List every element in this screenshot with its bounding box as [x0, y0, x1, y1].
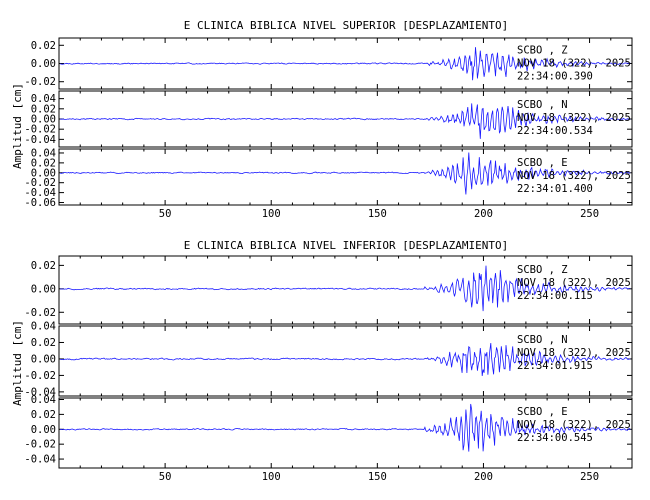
station-component: SCBO , Z: [517, 264, 568, 276]
y-tick-label: 0.02: [31, 103, 56, 115]
y-tick-label: 0.02: [31, 337, 56, 349]
y-tick-label: -0.04: [24, 134, 56, 146]
waveform-trace: [60, 265, 631, 312]
station-component: SCBO , E: [517, 157, 568, 169]
panel-inferior-n: 0.04 0.02 0.00 -0.02 -0.04 SCBO , N NOV 18 (…: [24, 321, 633, 398]
y-tick-label: -0.02: [24, 124, 56, 136]
y-tick-label: 0.00: [31, 114, 56, 126]
x-tick-label: 200: [474, 471, 493, 483]
chart-title-superior: E CLINICA BIBLICA NIVEL SUPERIOR [DESPLA…: [184, 19, 509, 32]
y-ticks: 0.04 0.02 0.00 -0.02 -0.04: [24, 394, 632, 466]
y-tick-label: -0.06: [24, 197, 56, 209]
x-ticks: 50 100 150 200 250: [159, 208, 599, 220]
waveform-trace: [59, 152, 631, 195]
event-time: 22:34:00.545: [517, 432, 593, 444]
event-date: NOV 18 (322), 2025: [517, 277, 631, 289]
waveform-trace: [59, 342, 631, 377]
x-tick-label: 150: [368, 471, 387, 483]
plot-frame: [58, 148, 633, 206]
y-tick-label: 0.00: [31, 424, 56, 436]
y-tick-label: 0.00: [31, 167, 56, 179]
group-inferior: E CLINICA BIBLICA NIVEL INFERIOR [DESPLA…: [11, 239, 633, 483]
y-tick-label: -0.02: [24, 177, 56, 189]
event-date: NOV 18 (322), 2025: [517, 57, 631, 69]
waveform-trace: [59, 403, 631, 452]
event-date: NOV 18 (322), 2025: [517, 170, 631, 182]
y-tick-label: 0.00: [31, 353, 56, 365]
waveform-trace: [60, 103, 631, 139]
y-tick-label: 0.02: [31, 260, 56, 272]
x-tick-label: 50: [159, 208, 172, 220]
event-date: NOV 18 (322), 2025: [517, 347, 631, 359]
x-tick-label: 100: [262, 208, 281, 220]
panel-superior-e: 0.040.020.00-0.02-0.04-0.06 SCBO , E NOV…: [24, 147, 633, 220]
y-tick-label: 0.02: [31, 409, 56, 421]
event-time: 22:34:01.400: [517, 183, 593, 195]
station-component: SCBO , E: [517, 406, 568, 418]
y-tick-label: -0.02: [24, 76, 56, 88]
x-tick-label: 250: [580, 471, 599, 483]
event-time: 22:34:00.390: [517, 70, 593, 82]
waveform-trace: [59, 47, 631, 81]
y-ticks: 0.02 0.00 -0.02: [24, 260, 632, 319]
x-tick-label: 100: [262, 471, 281, 483]
y-tick-label: 0.04: [31, 93, 56, 105]
y-ticks: 0.04 0.02 0.00 -0.02 -0.04: [24, 321, 632, 398]
event-date: NOV 18 (322), 2025: [517, 419, 631, 431]
y-tick-label: -0.02: [24, 439, 56, 451]
event-time: 22:34:01.915: [517, 360, 593, 372]
group-superior: E CLINICA BIBLICA NIVEL SUPERIOR [DESPLA…: [11, 19, 633, 220]
panel-superior-z: 0.02 0.00 -0.02 SCBO , Z NOV 18 (322), 202…: [24, 37, 633, 90]
y-tick-label: -0.04: [24, 454, 56, 466]
y-tick-label: 0.02: [31, 40, 56, 52]
y-axis-label-inferior: Amplitud [cm]: [11, 320, 24, 406]
y-tick-label: 0.04: [31, 394, 56, 406]
y-tick-label: 0.04: [31, 321, 56, 333]
event-date: NOV 18 (322), 2025: [517, 112, 631, 124]
panel-inferior-z: 0.02 0.00 -0.02 SCBO , Z NOV 18 (322), 202…: [24, 255, 633, 325]
plot-frame: [58, 325, 633, 397]
y-tick-label: 0.00: [31, 283, 56, 295]
event-time: 22:34:00.534: [517, 125, 593, 137]
y-tick-label: -0.02: [24, 307, 56, 319]
y-tick-label: 0.00: [31, 58, 56, 70]
x-tick-label: 200: [474, 208, 493, 220]
station-component: SCBO , Z: [517, 44, 568, 56]
x-ticks: 50 100 150 200 250: [159, 471, 599, 483]
station-component: SCBO , N: [517, 99, 568, 111]
y-tick-label: -0.04: [24, 386, 56, 398]
plot-frame: [58, 397, 633, 469]
event-time: 22:34:00.115: [517, 290, 593, 302]
panel-inferior-e: 0.04 0.02 0.00 -0.02 -0.04 SCBO , E NOV 18 (…: [24, 394, 633, 483]
y-tick-label: -0.04: [24, 187, 56, 199]
station-component: SCBO , N: [517, 334, 568, 346]
chart-title-inferior: E CLINICA BIBLICA NIVEL INFERIOR [DESPLA…: [184, 239, 509, 252]
panel-superior-n: 0.040.020.00-0.02-0.04 SCBO , N NOV 18 (…: [24, 90, 633, 148]
x-tick-label: 150: [368, 208, 387, 220]
y-tick-label: -0.02: [24, 370, 56, 382]
y-axis-label-superior: Amplitud [cm]: [11, 83, 24, 169]
y-ticks: 0.02 0.00 -0.02: [24, 40, 632, 88]
x-tick-label: 250: [580, 208, 599, 220]
plot-frame: [58, 255, 633, 325]
x-tick-label: 50: [159, 471, 172, 483]
y-tick-label: 0.04: [31, 147, 56, 159]
y-tick-label: 0.02: [31, 157, 56, 169]
